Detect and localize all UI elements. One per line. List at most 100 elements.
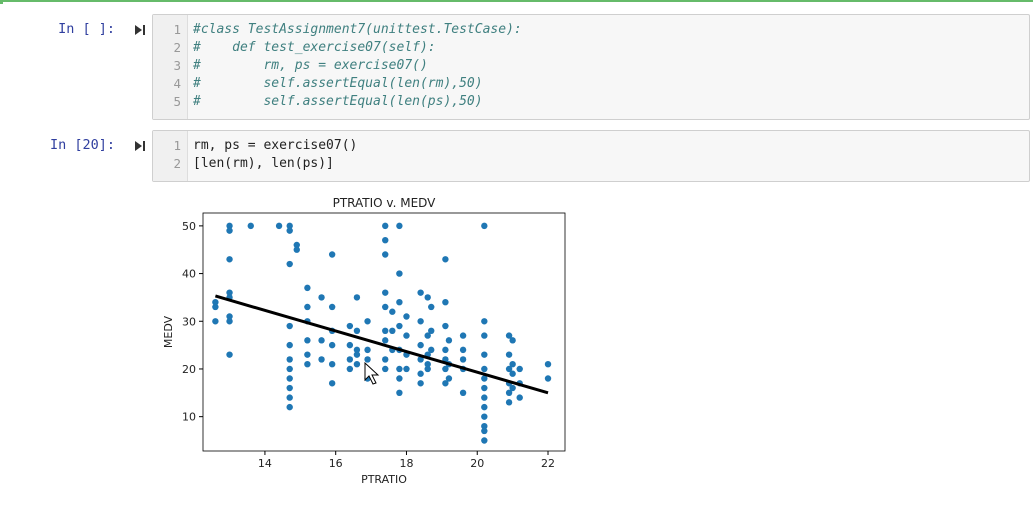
line-number: 1 [173,138,181,153]
x-tick-label: 22 [541,457,555,470]
scatter-point [481,403,488,411]
code-line: # rm, ps = exercise07() [193,58,428,73]
scatter-point [481,332,488,339]
line-number: 2 [173,40,181,55]
scatter-point [286,322,293,330]
scatter-point [544,360,552,368]
scatter-point [505,365,513,373]
scatter-point [396,375,403,382]
fit-line [214,294,549,395]
scatter-point [226,289,233,296]
scatter-point [226,222,233,230]
scatter-point [509,360,516,368]
scatter-point [403,365,410,373]
scatter-point [328,360,336,368]
scatter-point [382,251,389,258]
scatter-point [396,298,403,306]
scatter-point [417,318,424,325]
scatter-point [212,318,219,325]
scatter-point [424,332,431,339]
scatter-point [346,322,354,330]
scatter-point [304,303,311,311]
x-tick-label: 14 [258,457,272,470]
scatter-point [442,256,449,263]
scatter-point [353,360,361,368]
scatter-point [509,370,516,377]
scatter-point [346,356,354,363]
scatter-point [364,346,371,354]
cell-prompt: In [20]: [49,137,115,153]
line-number: 2 [173,156,181,171]
scatter-point [364,356,371,363]
x-tick-label: 18 [399,457,413,470]
code-cell[interactable]: 1 #class TestAssignment7(unittest.TestCas… [152,14,1030,120]
line-number: 1 [173,22,181,37]
line-number: 5 [173,94,181,109]
run-button[interactable] [134,140,146,152]
scatter-point [403,332,410,339]
y-axis-label: MEDV [162,315,175,348]
scatter-point [442,322,449,330]
scatter-point [247,222,254,230]
code-line: [len(rm), len(ps)] [193,156,334,171]
scatter-point [328,251,336,258]
scatter-point [304,360,311,368]
scatter-point [459,332,467,339]
scatter-point [286,260,293,268]
scatter-point [459,346,467,354]
scatter-point [328,341,336,349]
scatter-point [481,222,488,230]
scatter-point [417,370,424,377]
scatter-point [403,313,410,320]
scatter-point [389,327,396,335]
scatter-point [424,294,431,301]
run-button[interactable] [134,24,146,36]
scatter-point [459,389,467,397]
scatter-point [286,394,293,401]
scatter-point [459,356,467,363]
scatter-point [481,394,488,401]
x-tick-label: 20 [470,457,484,470]
line-number: 4 [173,76,181,91]
scatter-point [505,332,513,339]
scatter-point [396,270,403,277]
scatter-point [417,380,424,387]
scatter-point [226,313,233,320]
scatter-point [481,427,488,435]
scatter-point [286,365,293,373]
scatter-point [417,341,424,349]
scatter-point [328,380,336,387]
scatter-point [389,308,396,315]
scatter-point [293,246,300,253]
scatter-point [226,351,233,358]
scatter-point [286,356,293,363]
scatter-point [509,337,516,344]
scatter-point [424,360,431,368]
y-tick-label: 20 [182,363,196,376]
code-line: # self.assertEqual(len(rm),50) [193,76,483,91]
x-axis-label: PTRATIO [361,473,407,486]
chart-title: PTRATIO v. MEDV [333,196,437,210]
y-tick-label: 50 [182,220,196,233]
scatter-point [445,337,453,344]
code-line: # def test_exercise07(self): [193,40,436,55]
scatter-point [286,341,293,349]
scatter-point [505,399,513,406]
mouse-cursor [364,361,380,385]
gutter [153,15,188,119]
scatter-point [318,294,325,301]
scatter-point [286,227,293,234]
scatter-point [481,365,488,373]
scatter-point [396,365,403,373]
scatter-point [226,227,233,234]
scatter-point [516,365,523,373]
scatter-point [382,337,389,344]
scatter-point [481,318,488,325]
scatter-point [382,236,389,244]
cell-border [0,0,1033,4]
scatter-point [516,394,523,401]
scatter-point [481,375,488,382]
code-cell[interactable]: 1 rm, ps = exercise07() 2 [len(rm), len(ps)… [152,130,1030,182]
scatter-point [442,380,449,387]
